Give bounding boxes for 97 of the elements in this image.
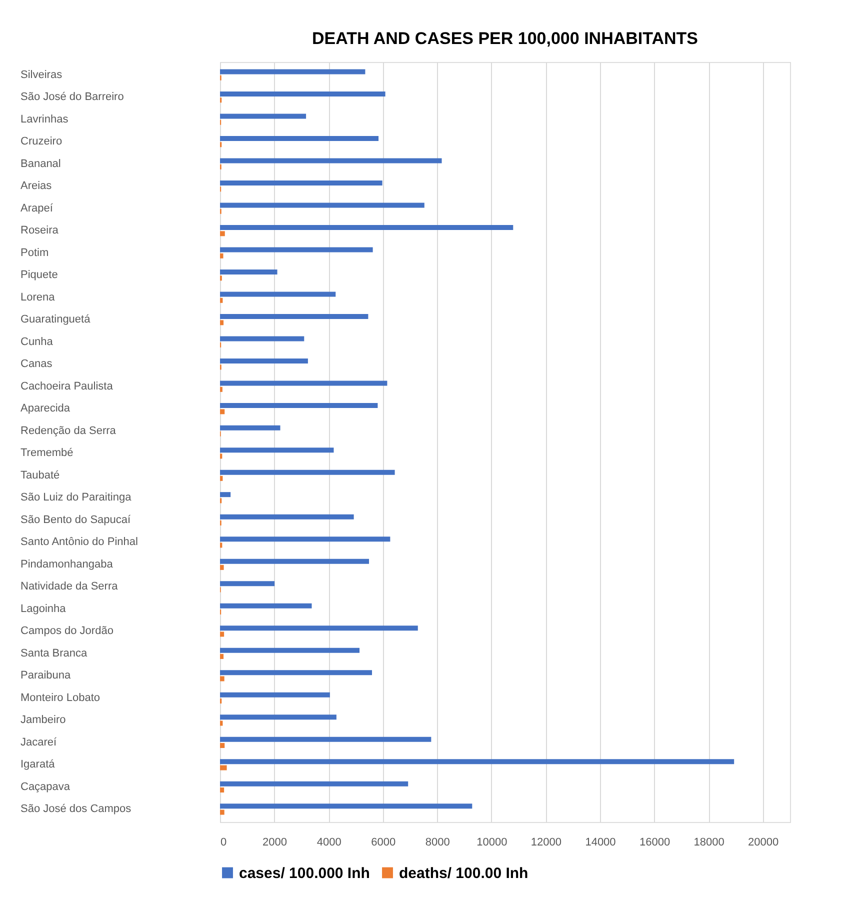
bar xyxy=(220,804,472,809)
bar xyxy=(220,136,379,141)
legend-label: cases/ 100.000 Inh xyxy=(239,864,370,882)
y-tick-label: Santo Antônio do Pinhal xyxy=(20,536,138,548)
y-tick-label: Santa Branca xyxy=(20,647,88,660)
bar xyxy=(220,676,224,682)
bar xyxy=(220,692,330,698)
x-tick-label: 16000 xyxy=(639,836,670,848)
bar xyxy=(220,759,734,764)
bar xyxy=(220,603,312,608)
y-tick-label: Tremembé xyxy=(20,447,74,460)
bar xyxy=(220,158,442,164)
y-tick-label: Redenção da Serra xyxy=(20,424,117,437)
bar xyxy=(220,781,408,786)
y-tick-label: Pindamonhangaba xyxy=(20,558,114,570)
bar xyxy=(220,470,395,475)
x-tick-label: 20000 xyxy=(748,836,779,848)
y-tick-label: Cunha xyxy=(20,336,54,348)
bar xyxy=(220,247,373,252)
bar xyxy=(220,202,424,208)
y-tick-label: Potim xyxy=(20,246,49,259)
y-tick-label: Guaratinguetá xyxy=(20,314,92,326)
y-tick-label: Canas xyxy=(20,358,53,370)
bar xyxy=(220,270,278,275)
bar xyxy=(220,180,382,186)
bar xyxy=(220,292,336,297)
y-tick-label: Piquete xyxy=(20,269,58,282)
bar xyxy=(220,231,225,236)
y-tick-label: Taubaté xyxy=(20,469,60,482)
bar xyxy=(220,448,334,453)
bar xyxy=(220,743,225,748)
y-tick-label: Cruzeiro xyxy=(20,136,62,148)
x-tick-label: 0 xyxy=(220,836,227,848)
y-tick-label: Roseira xyxy=(20,224,60,237)
bar xyxy=(220,336,304,342)
bar xyxy=(220,788,224,793)
y-tick-label: Cachoeira Paulista xyxy=(20,380,114,392)
y-tick-label: Lavrinhas xyxy=(20,113,69,126)
y-tick-label: São Luiz do Paraitinga xyxy=(20,492,132,504)
bar xyxy=(220,536,390,542)
bar xyxy=(220,114,306,119)
chart-title: DEATH AND CASES PER 100,000 INHABITANTS xyxy=(312,29,698,48)
x-tick-label: 14000 xyxy=(585,836,616,848)
y-tick-label: Arapeí xyxy=(20,202,54,214)
bar xyxy=(220,91,386,96)
x-tick-label: 8000 xyxy=(425,836,450,848)
bar xyxy=(220,670,372,676)
y-tick-label: Natividade da Serra xyxy=(20,580,119,593)
bar xyxy=(220,654,224,659)
y-tick-label: Monteiro Lobato xyxy=(20,692,100,704)
bar xyxy=(220,425,280,430)
bar xyxy=(220,476,223,481)
y-tick-label: Aparecida xyxy=(20,402,71,415)
bar xyxy=(220,403,378,408)
y-tick-label: São Bento do Sapucaí xyxy=(20,514,132,526)
y-tick-label: Bananal xyxy=(20,158,61,170)
bar xyxy=(220,714,336,720)
bar xyxy=(220,409,225,414)
x-tick-label: 4000 xyxy=(316,836,342,848)
y-tick-label: Jacareí xyxy=(20,736,58,748)
x-tick-label: 10000 xyxy=(476,836,508,848)
bar xyxy=(220,810,224,815)
bar xyxy=(220,298,223,303)
x-tick-label: 12000 xyxy=(530,836,562,848)
bar xyxy=(220,514,354,520)
bar xyxy=(220,558,370,564)
x-tick-label: 2000 xyxy=(262,836,288,848)
y-tick-label: Caçapava xyxy=(20,780,71,793)
bar xyxy=(220,581,275,586)
y-tick-label: Paraibuna xyxy=(20,670,72,682)
bar xyxy=(220,720,223,726)
y-tick-label: Lorena xyxy=(20,291,56,304)
bar xyxy=(220,736,432,742)
y-tick-label: Areias xyxy=(20,180,52,192)
bar xyxy=(220,564,224,570)
y-tick-label: São José do Barreiro xyxy=(20,91,124,104)
y-tick-label: Lagoinha xyxy=(20,602,67,615)
bar xyxy=(220,225,514,230)
y-tick-label: São José dos Campos xyxy=(20,803,132,816)
bar xyxy=(220,492,231,498)
y-tick-label: Campos do Jordão xyxy=(20,625,114,638)
bar xyxy=(220,632,224,637)
y-tick-label: Jambeiro xyxy=(20,714,66,726)
bar xyxy=(220,320,224,326)
y-tick-label: Igaratá xyxy=(20,758,56,771)
bar xyxy=(220,765,227,770)
x-tick-label: 6000 xyxy=(371,836,396,848)
bar xyxy=(220,314,368,320)
legend-label: deaths/ 100.00 Inh xyxy=(399,864,528,882)
bar xyxy=(220,253,224,258)
x-tick-label: 18000 xyxy=(694,836,724,848)
bar xyxy=(220,358,308,364)
bar xyxy=(220,648,360,653)
bar xyxy=(220,380,388,386)
bar xyxy=(220,69,366,74)
y-tick-label: Silveiras xyxy=(20,68,63,81)
bar xyxy=(220,626,418,631)
